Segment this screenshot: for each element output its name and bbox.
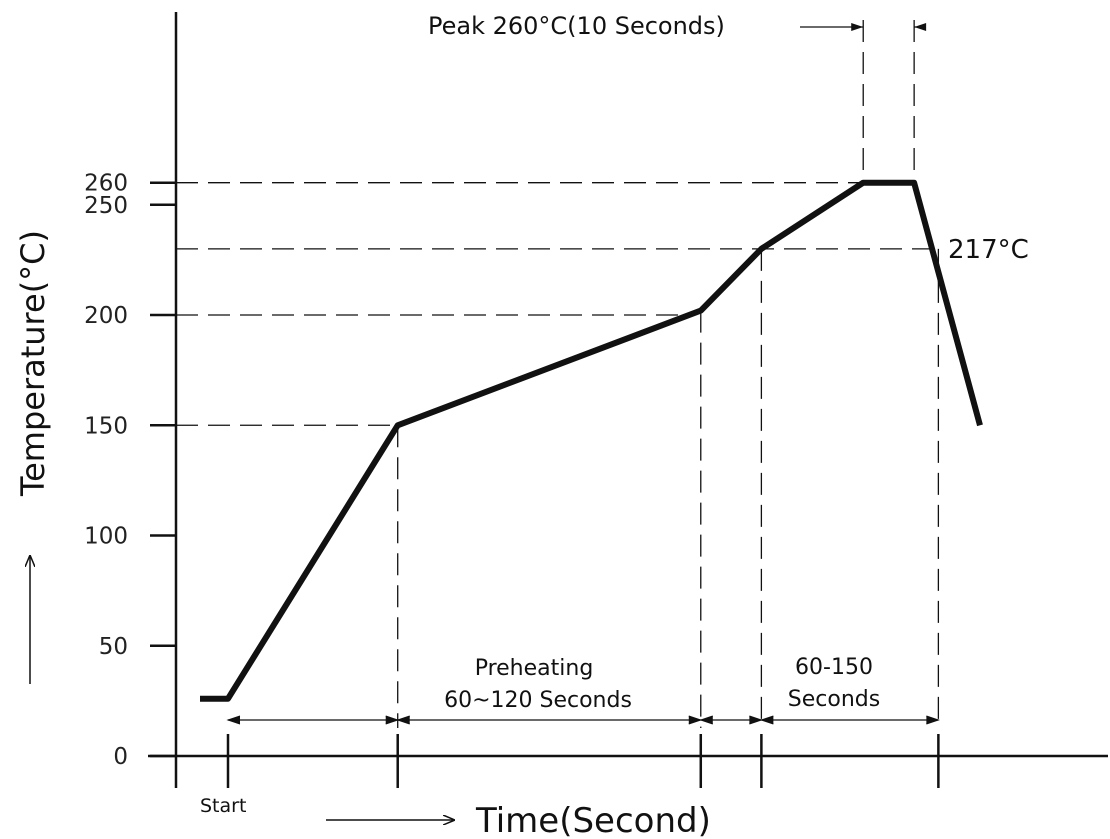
dim-ramp-left-arrow bbox=[226, 715, 241, 725]
y-tick-label-260: 260 bbox=[84, 171, 128, 197]
dimension-arrows bbox=[226, 23, 940, 725]
y-tick-label-200: 200 bbox=[84, 303, 128, 329]
y-tick-label-50: 50 bbox=[99, 634, 128, 660]
x-axis-title: Time(Second) bbox=[475, 801, 711, 839]
start-label: Start bbox=[200, 795, 246, 817]
dashed-guide-lines bbox=[176, 20, 940, 728]
preheat-label-line1: Preheating bbox=[475, 656, 594, 681]
y-tick-label-100: 100 bbox=[84, 524, 128, 550]
dim-preheat-right-arrow bbox=[688, 715, 703, 725]
y-tick-label-250: 250 bbox=[84, 193, 128, 219]
dim-ramp2-left-arrow bbox=[699, 715, 713, 725]
series-group bbox=[200, 179, 983, 702]
dim-ramp2-right-arrow bbox=[749, 715, 763, 725]
y-axis-title: Temperature(°C) bbox=[14, 230, 52, 497]
x-time-markers bbox=[226, 734, 940, 788]
y-tick-label-0: 0 bbox=[113, 744, 128, 770]
liquidus-annotation: 217°C bbox=[948, 235, 1029, 265]
dim-reflow-right-arrow bbox=[926, 715, 940, 725]
dim-preheat-left-arrow bbox=[396, 715, 410, 725]
dim-reflow-left-arrow bbox=[759, 715, 774, 725]
preheat-label-line2: 60~120 Seconds bbox=[444, 688, 632, 713]
dim-ramp-right-arrow bbox=[385, 715, 400, 725]
peak-annotation: Peak 260°C(10 Seconds) bbox=[428, 12, 725, 40]
peak-arrowhead-left bbox=[851, 23, 864, 31]
y-tick-label-150: 150 bbox=[84, 413, 128, 439]
reflow-label-line1: 60-150 bbox=[795, 655, 873, 680]
profile-series-line bbox=[200, 179, 983, 702]
peak-arrowhead-right bbox=[914, 23, 927, 31]
reflow-label-line2: Seconds bbox=[788, 687, 880, 712]
